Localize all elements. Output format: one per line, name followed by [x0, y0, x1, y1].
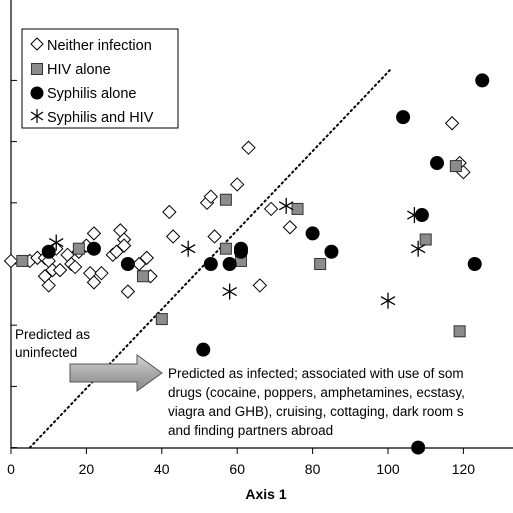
- point-hiv-alone: [72, 242, 85, 255]
- legend-marker-syphilis-and-hiv: [30, 109, 44, 123]
- infected-annotation-line2: drugs (cocaine, poppers, amphetamines, e…: [168, 385, 465, 400]
- point-syphilis-alone: [222, 257, 237, 271]
- legend-box: [21, 28, 179, 129]
- point-syphilis-alone: [411, 440, 426, 455]
- point-syphilis-alone: [305, 226, 320, 241]
- point-neither-infection: [120, 284, 136, 299]
- point-syphilis-and-hiv: [278, 197, 294, 214]
- point-syphilis-and-hiv: [407, 207, 422, 224]
- point-neither-infection: [165, 229, 181, 244]
- point-hiv-alone: [136, 270, 149, 283]
- point-hiv-alone: [291, 202, 304, 215]
- point-hiv-alone: [453, 325, 466, 338]
- point-hiv-alone: [16, 254, 29, 267]
- point-syphilis-alone: [41, 244, 56, 259]
- point-neither-infection: [252, 278, 268, 293]
- point-hiv-alone: [449, 160, 462, 173]
- point-neither-infection: [263, 201, 279, 217]
- x-tick-label: 60: [229, 461, 245, 477]
- infected-annotation-line1: Predicted as infected; associated with u…: [168, 366, 464, 381]
- point-syphilis-alone: [475, 73, 490, 88]
- legend-label-syphilis-and-hiv: Syphilis and HIV: [47, 110, 154, 126]
- point-neither-infection: [41, 278, 56, 293]
- point-neither-infection: [162, 204, 177, 220]
- x-tick-label: 80: [305, 461, 321, 477]
- point-hiv-alone: [314, 258, 327, 270]
- point-syphilis-and-hiv: [48, 234, 64, 251]
- x-tick-label: 120: [452, 461, 476, 477]
- point-syphilis-and-hiv: [222, 283, 237, 300]
- x-tick-label: 0: [7, 461, 15, 477]
- legend-marker-syphilis-alone: [30, 86, 44, 100]
- infected-annotation-line4: and finding partners abroad: [168, 423, 333, 438]
- point-neither-infection: [67, 259, 83, 275]
- point-hiv-alone: [219, 193, 232, 206]
- point-neither-infection: [282, 220, 298, 235]
- point-neither-infection: [3, 253, 19, 269]
- legend-label-syphilis-alone: Syphilis alone: [47, 86, 136, 102]
- point-neither-infection: [241, 140, 256, 155]
- point-neither-infection: [94, 265, 109, 281]
- legend-label-hiv-alone: HIV alone: [47, 62, 111, 78]
- legend: Neither infection HIV alone Syphilis alo…: [21, 28, 179, 129]
- data-points: [3, 73, 490, 455]
- point-neither-infection: [444, 116, 460, 131]
- point-syphilis-and-hiv: [410, 240, 426, 257]
- infected-annotation-line3: viagra and GHB), cruising, cottaging, da…: [168, 404, 464, 419]
- x-axis-label: Axis 1: [245, 486, 286, 502]
- legend-marker-hiv-alone: [31, 63, 43, 75]
- point-syphilis-alone: [196, 342, 211, 357]
- point-syphilis-and-hiv: [380, 292, 396, 309]
- infected-arrow: [69, 354, 163, 392]
- x-tick-label: 40: [154, 461, 170, 477]
- x-tick-label: 100: [376, 461, 400, 477]
- point-syphilis-alone: [324, 244, 339, 259]
- uninfected-annotation-line2: uninfected: [15, 345, 77, 360]
- point-syphilis-alone: [467, 257, 482, 271]
- point-syphilis-alone: [396, 110, 411, 125]
- point-syphilis-alone: [86, 241, 101, 256]
- point-neither-infection: [139, 250, 154, 266]
- x-tick-label: 20: [79, 461, 95, 477]
- point-syphilis-alone: [120, 257, 135, 271]
- point-neither-infection: [116, 238, 132, 253]
- point-syphilis-alone: [414, 208, 429, 223]
- legend-label-neither-infection: Neither infection: [47, 38, 152, 54]
- point-neither-infection: [203, 189, 219, 204]
- uninfected-annotation-line1: Predicted as: [15, 327, 90, 342]
- legend-marker-neither-infection: [30, 37, 44, 51]
- point-neither-infection: [229, 177, 245, 192]
- point-hiv-alone: [219, 242, 232, 255]
- point-neither-infection: [86, 226, 102, 241]
- point-hiv-alone: [155, 313, 168, 326]
- point-syphilis-alone: [203, 257, 218, 271]
- point-neither-infection: [52, 262, 68, 278]
- point-syphilis-alone: [430, 156, 445, 171]
- point-hiv-alone: [419, 233, 432, 246]
- point-neither-infection: [207, 229, 222, 244]
- point-syphilis-alone: [233, 244, 248, 259]
- point-neither-infection: [86, 275, 102, 290]
- point-syphilis-and-hiv: [180, 240, 196, 257]
- x-axis-ticks: 0 20 40 60 80 100 120: [7, 448, 475, 477]
